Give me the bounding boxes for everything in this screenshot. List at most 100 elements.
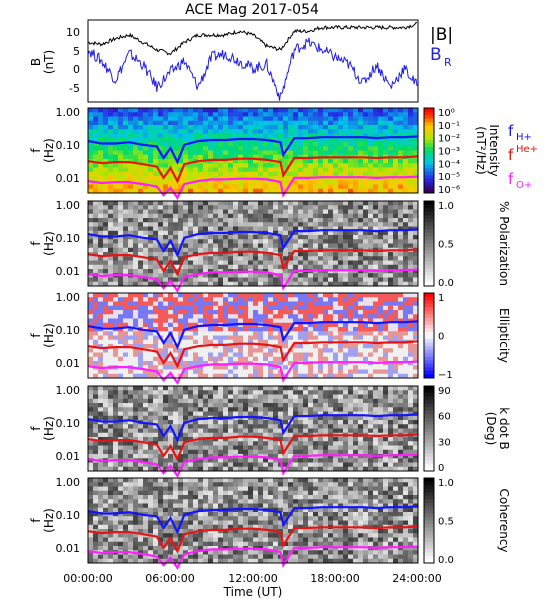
spectrogram-cell — [263, 256, 269, 261]
spectrogram-cell — [303, 352, 309, 358]
spectrogram-cell — [128, 176, 134, 181]
spectrogram-cell — [228, 163, 234, 168]
spectrogram-cell — [238, 281, 244, 287]
spectrogram-cell — [263, 352, 269, 358]
spectrogram-cell — [303, 390, 309, 395]
spectrogram-cell — [203, 133, 209, 139]
spectrogram-cell — [263, 264, 269, 270]
spectrogram-cell — [323, 281, 329, 287]
spectrogram-cell — [328, 365, 334, 370]
spectrogram-cell — [158, 137, 164, 143]
spectrogram-cell — [373, 146, 379, 151]
spectrogram-cell — [348, 344, 354, 349]
spectrogram-cell — [313, 243, 319, 249]
spectrogram-cell — [198, 120, 204, 126]
spectrogram-cell — [338, 420, 344, 425]
spectrogram-cell — [333, 356, 339, 362]
spectrogram-cell — [208, 142, 214, 147]
spectrogram-cell — [258, 424, 264, 429]
spectrogram-cell — [183, 188, 189, 194]
spectrogram-cell — [118, 230, 124, 236]
spectrogram-cell — [303, 180, 309, 185]
spectrogram-cell — [303, 344, 309, 349]
spectrogram-cell — [168, 420, 174, 425]
spectrogram-cell — [288, 335, 294, 341]
spectrogram-cell — [323, 415, 329, 421]
spectrogram-cell — [213, 120, 219, 126]
spectrogram-cell — [208, 310, 214, 315]
spectrogram-cell — [228, 398, 234, 404]
spectrogram-cell — [93, 176, 99, 181]
spectrogram-cell — [123, 277, 129, 283]
spectrogram-cell — [178, 305, 184, 311]
spectrogram-cell — [123, 390, 129, 395]
spectrogram-cell — [218, 205, 224, 210]
spectrogram-cell — [273, 108, 279, 113]
spectrogram-cell — [108, 361, 114, 366]
spectrogram-cell — [143, 310, 149, 315]
spectrogram-cell — [288, 213, 294, 219]
spectrogram-cell — [353, 180, 359, 185]
spectrogram-cell — [98, 176, 104, 181]
spectrogram-cell — [348, 226, 354, 232]
spectrogram-cell — [248, 252, 254, 257]
spectrogram-cell — [253, 252, 259, 257]
spectrogram-cell — [103, 120, 109, 126]
spectrogram-cell — [303, 297, 309, 302]
spectrogram-cell — [383, 369, 389, 375]
spectrogram-cell — [93, 167, 99, 173]
spectrogram-cell — [193, 356, 199, 362]
spectrogram-cell — [353, 314, 359, 319]
colorbar-segment — [424, 139, 434, 144]
spectrogram-cell — [123, 260, 129, 266]
spectrogram-cell — [248, 205, 254, 210]
spectrogram-cell — [393, 256, 399, 261]
spectrogram-cell — [123, 184, 129, 190]
spectrogram-cell — [173, 180, 179, 185]
spectrogram-cell — [398, 297, 404, 302]
spectrogram-cell — [403, 260, 409, 266]
spectrogram-cell — [213, 386, 219, 391]
spectrogram-cell — [258, 277, 264, 283]
spectrogram-cell — [198, 297, 204, 302]
spectrogram-cell — [188, 415, 194, 421]
spectrogram-cell — [143, 293, 149, 298]
spectrogram-cell — [93, 415, 99, 421]
spectrogram-cell — [373, 310, 379, 315]
spectrogram-cell — [293, 352, 299, 358]
spectrogram-cell — [123, 281, 129, 287]
spectrogram-cell — [183, 407, 189, 412]
spectrogram-cell — [163, 222, 169, 227]
spectrogram-cell — [123, 108, 129, 113]
spectrogram-cell — [323, 297, 329, 302]
spectrogram-cell — [358, 305, 364, 311]
spectrogram-cell — [153, 293, 159, 298]
spectrogram-cell — [153, 180, 159, 185]
spectrogram-cell — [328, 201, 334, 206]
spectrogram-cell — [348, 171, 354, 177]
spectrogram-cell — [293, 386, 299, 391]
spectrogram-cell — [318, 277, 324, 283]
spectrogram-cell — [218, 273, 224, 278]
spectrogram-cell — [413, 163, 419, 168]
spectrogram-cell — [98, 277, 104, 283]
spectrogram-cell — [353, 428, 359, 434]
spectrogram-cell — [273, 420, 279, 425]
spectrogram-cell — [183, 146, 189, 151]
spectrogram-cell — [88, 441, 94, 446]
colorbar-segment — [424, 201, 434, 206]
spectrogram-cell — [233, 252, 239, 257]
spectrogram-cell — [113, 230, 119, 236]
spectrogram-cell — [223, 281, 229, 287]
spectrogram-cell — [353, 171, 359, 177]
spectrogram-cell — [358, 213, 364, 219]
spectrogram-cell — [318, 209, 324, 215]
spectrogram-cell — [183, 108, 189, 113]
spectrogram-cell — [158, 260, 164, 266]
spectrogram-cell — [403, 188, 409, 194]
spectrogram-cell — [293, 293, 299, 298]
spectrogram-cell — [328, 352, 334, 358]
spectrogram-cell — [188, 293, 194, 298]
spectrogram-cell — [188, 125, 194, 130]
spectrogram-cell — [163, 352, 169, 358]
